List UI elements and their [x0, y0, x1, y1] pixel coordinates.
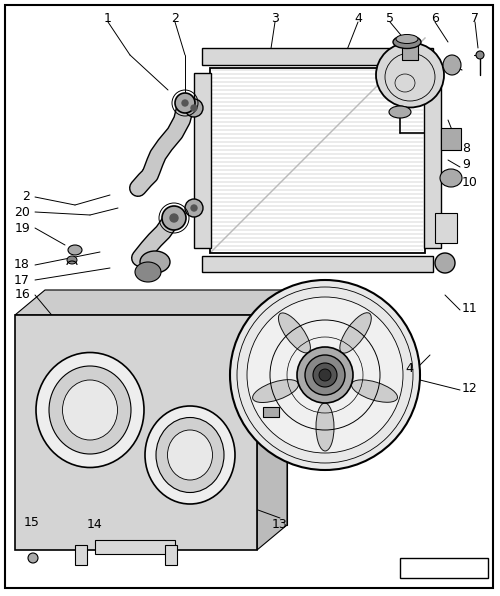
Ellipse shape	[49, 366, 131, 454]
Bar	[402, 45, 418, 60]
Polygon shape	[45, 290, 287, 525]
Circle shape	[319, 369, 331, 381]
Bar	[424, 73, 441, 248]
Text: 19: 19	[14, 222, 30, 234]
Ellipse shape	[68, 245, 82, 255]
Text: 12: 12	[462, 381, 478, 395]
Bar	[435, 213, 457, 243]
Bar	[95, 540, 175, 554]
Ellipse shape	[440, 169, 462, 187]
Bar	[441, 128, 461, 150]
Bar	[75, 545, 87, 565]
Ellipse shape	[352, 380, 398, 402]
Ellipse shape	[389, 106, 411, 118]
Bar	[15, 315, 257, 550]
Circle shape	[476, 51, 484, 59]
Text: 6: 6	[431, 11, 439, 24]
Text: 18: 18	[14, 259, 30, 272]
Bar	[202, 48, 433, 65]
Bar	[194, 73, 211, 248]
Circle shape	[162, 206, 186, 230]
Circle shape	[191, 105, 197, 111]
Circle shape	[297, 347, 353, 403]
Bar	[263, 407, 279, 417]
Polygon shape	[15, 290, 287, 315]
Bar	[400, 558, 488, 578]
Ellipse shape	[168, 430, 212, 480]
Circle shape	[247, 297, 403, 453]
Text: 2: 2	[171, 11, 179, 24]
Circle shape	[230, 280, 420, 470]
Ellipse shape	[316, 403, 334, 451]
Text: 13: 13	[272, 517, 288, 530]
Circle shape	[28, 553, 38, 563]
Text: 10: 10	[462, 175, 478, 188]
Text: 9: 9	[462, 159, 470, 172]
Text: 17: 17	[14, 274, 30, 287]
Circle shape	[191, 205, 197, 211]
Ellipse shape	[340, 313, 372, 353]
Circle shape	[185, 199, 203, 217]
Ellipse shape	[393, 36, 421, 48]
Circle shape	[182, 100, 188, 106]
Text: 11: 11	[462, 302, 478, 315]
Text: 14: 14	[87, 517, 103, 530]
Circle shape	[313, 363, 337, 387]
Text: 5: 5	[386, 11, 394, 24]
Text: 20: 20	[14, 206, 30, 219]
Ellipse shape	[67, 256, 77, 264]
Ellipse shape	[135, 262, 161, 282]
Text: 16: 16	[14, 288, 30, 302]
Text: 7: 7	[471, 11, 479, 24]
Ellipse shape	[140, 251, 170, 273]
Circle shape	[175, 93, 195, 113]
Text: N19-10233: N19-10233	[415, 563, 473, 573]
Text: 8: 8	[462, 141, 470, 154]
Bar	[202, 256, 433, 272]
Text: 1: 1	[104, 11, 112, 24]
Ellipse shape	[443, 55, 461, 75]
Ellipse shape	[396, 35, 418, 44]
Ellipse shape	[376, 42, 444, 107]
Text: 3: 3	[271, 11, 279, 24]
Circle shape	[305, 355, 345, 395]
Ellipse shape	[156, 418, 224, 492]
Text: 2: 2	[22, 191, 30, 203]
Circle shape	[170, 214, 178, 222]
Circle shape	[185, 99, 203, 117]
Text: 15: 15	[24, 516, 40, 529]
Ellipse shape	[278, 313, 310, 353]
Text: 4: 4	[405, 362, 413, 374]
Ellipse shape	[252, 380, 298, 402]
Polygon shape	[257, 290, 287, 550]
Bar	[210, 68, 425, 253]
Ellipse shape	[62, 380, 118, 440]
Circle shape	[435, 253, 455, 273]
Text: 4: 4	[354, 11, 362, 24]
Ellipse shape	[36, 352, 144, 467]
Bar	[165, 545, 177, 565]
Ellipse shape	[145, 406, 235, 504]
